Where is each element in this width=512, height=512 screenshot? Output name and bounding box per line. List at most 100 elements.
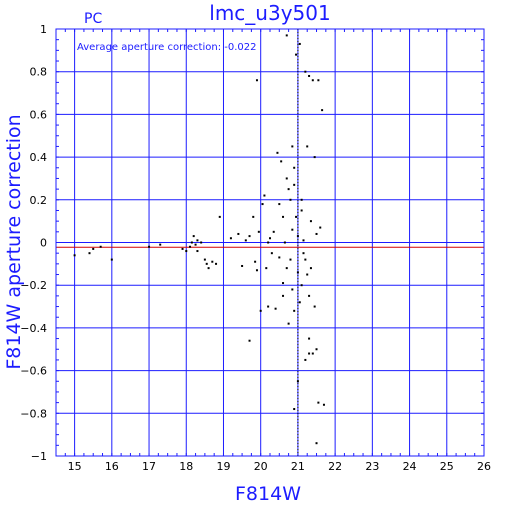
- reference-lines: [56, 29, 484, 456]
- data-point: [215, 262, 218, 265]
- data-point: [291, 145, 294, 148]
- data-point: [309, 267, 312, 270]
- data-point: [291, 288, 294, 291]
- data-point: [296, 235, 299, 238]
- data-points: [73, 34, 325, 445]
- x-tick-label: 22: [328, 460, 342, 473]
- data-point: [315, 348, 318, 351]
- data-point: [203, 258, 206, 261]
- data-point: [205, 262, 208, 265]
- data-point: [308, 352, 311, 355]
- data-point: [218, 215, 221, 218]
- data-point: [311, 352, 314, 355]
- data-point: [287, 188, 290, 191]
- x-tick-label: 26: [477, 460, 491, 473]
- data-point: [308, 294, 311, 297]
- data-point: [270, 252, 273, 255]
- data-point: [296, 271, 299, 274]
- data-point: [194, 243, 197, 246]
- data-point: [229, 237, 232, 240]
- data-point: [211, 260, 214, 263]
- data-point: [304, 358, 307, 361]
- x-tick-label: 17: [142, 460, 156, 473]
- data-point: [192, 235, 195, 238]
- data-point: [322, 403, 325, 406]
- data-point: [263, 194, 266, 197]
- y-tick-label: −0.2: [20, 279, 47, 292]
- data-point: [185, 250, 188, 253]
- data-point: [295, 53, 298, 56]
- data-point: [257, 230, 260, 233]
- x-tick-label: 19: [216, 460, 230, 473]
- data-point: [293, 309, 296, 312]
- data-point: [285, 177, 288, 180]
- y-tick-label: 0.6: [30, 108, 48, 121]
- x-tick-label: 20: [254, 460, 268, 473]
- data-point: [285, 34, 288, 37]
- data-point: [248, 339, 251, 342]
- x-tick-label: 18: [179, 460, 193, 473]
- data-point: [282, 294, 285, 297]
- data-point: [313, 156, 316, 159]
- y-axis-label: F814W aperture correction: [3, 114, 25, 369]
- x-tick-label: 21: [291, 460, 305, 473]
- data-point: [269, 237, 271, 240]
- data-point: [73, 254, 76, 257]
- data-point: [190, 241, 193, 244]
- data-point: [315, 442, 318, 445]
- chart-title: lmc_u3y501: [209, 1, 330, 25]
- average-annotation: Average aperture correction: -0.022: [77, 42, 257, 53]
- data-point: [267, 241, 270, 244]
- data-point: [285, 267, 288, 270]
- data-point: [196, 250, 199, 253]
- y-tick-label: 0: [40, 237, 47, 250]
- data-point: [88, 252, 91, 255]
- x-tick-label: 23: [365, 460, 379, 473]
- data-point: [200, 241, 203, 244]
- data-point: [148, 245, 151, 248]
- data-point: [302, 239, 305, 242]
- data-point: [298, 301, 301, 304]
- y-tick-labels: −1 −0.8 −0.6 −0.4 −0.2 0 0.2 0.4 0.6 0.8 1: [20, 23, 47, 463]
- data-point: [255, 269, 258, 272]
- y-tick-label: 0.8: [30, 66, 48, 79]
- data-point: [99, 245, 102, 248]
- data-point: [304, 70, 307, 73]
- data-point: [110, 258, 113, 261]
- data-point: [293, 183, 296, 186]
- data-point: [300, 198, 303, 201]
- data-point: [308, 337, 311, 340]
- data-point: [254, 260, 257, 263]
- data-point: [315, 232, 318, 235]
- data-point: [319, 226, 322, 229]
- y-tick-label: −1: [31, 450, 47, 463]
- corner-label: PC: [84, 11, 102, 27]
- data-point: [283, 241, 286, 244]
- data-point: [244, 239, 247, 242]
- data-point: [255, 79, 258, 82]
- data-point: [278, 256, 281, 259]
- data-point: [289, 198, 292, 201]
- data-point: [317, 79, 320, 82]
- x-tick-label: 24: [403, 460, 417, 473]
- data-point: [282, 282, 285, 285]
- data-point: [306, 273, 309, 276]
- data-point: [276, 151, 279, 154]
- x-tick-label: 16: [105, 460, 119, 473]
- y-tick-label: −0.8: [20, 407, 47, 420]
- data-point: [287, 322, 290, 325]
- data-point: [272, 230, 275, 233]
- data-point: [237, 232, 240, 235]
- x-tick-labels: 15 16 17 18 19 20 21 22 23 24 25 26: [68, 460, 491, 473]
- y-tick-label: 0.4: [30, 151, 48, 164]
- plot-frame: [55, 28, 485, 457]
- data-point: [188, 245, 191, 248]
- data-point: [296, 380, 299, 383]
- data-point: [300, 284, 303, 287]
- x-tick-label: 25: [440, 460, 454, 473]
- y-tick-label: −0.4: [20, 322, 47, 335]
- data-point: [313, 305, 316, 308]
- data-point: [291, 228, 294, 231]
- data-point: [306, 145, 309, 148]
